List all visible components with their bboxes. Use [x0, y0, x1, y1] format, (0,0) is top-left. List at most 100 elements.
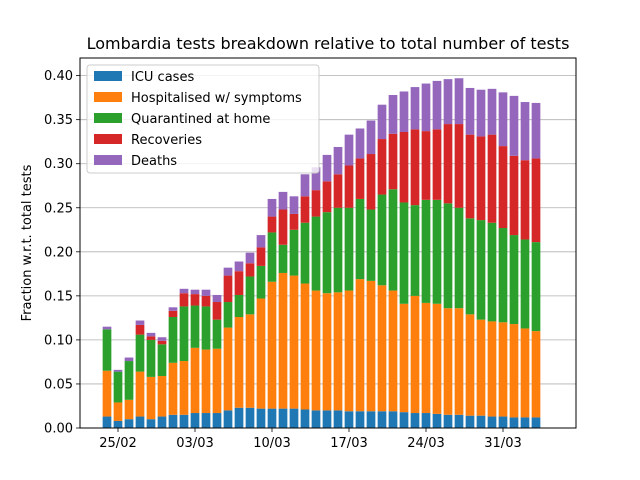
bar-11/03-series-4 — [278, 191, 288, 210]
bar-01/03-series-0 — [168, 414, 178, 428]
bar-03/04-series-0 — [531, 417, 541, 428]
bar-08/03-series-0 — [245, 407, 255, 428]
bar-07/03-series-4 — [234, 261, 244, 272]
bar-15/03-series-2 — [322, 212, 332, 294]
bar-24/03-series-2 — [421, 199, 431, 303]
bar-12/03-series-0 — [289, 408, 299, 428]
bar-30/03-series-2 — [487, 222, 497, 322]
bar-05/03-series-3 — [212, 302, 222, 320]
bar-04/03-series-0 — [201, 413, 211, 428]
bar-14/03-series-2 — [311, 216, 321, 291]
bar-25/03-series-4 — [432, 80, 442, 130]
bar-19/03-series-3 — [366, 154, 376, 210]
bar-27/02-series-4 — [135, 320, 145, 325]
y-tick-label-5: 0.25 — [44, 201, 73, 216]
bar-13/03-series-3 — [300, 196, 310, 223]
y-tick-label-8: 0.40 — [44, 69, 73, 84]
bar-10/03-series-0 — [267, 408, 277, 428]
bar-03/04-series-2 — [531, 242, 541, 332]
bar-16/03-series-4 — [333, 146, 343, 175]
bar-15/03-series-4 — [322, 154, 332, 182]
bar-15/03-series-1 — [322, 293, 332, 411]
bar-05/03-series-2 — [212, 319, 222, 349]
x-tick-label-3: 17/03 — [330, 436, 367, 451]
bar-29/03-series-0 — [476, 415, 486, 428]
bar-13/03-series-4 — [300, 174, 310, 197]
bar-12/03-series-1 — [289, 275, 299, 409]
bar-30/03-series-4 — [487, 88, 497, 135]
bar-24/02-series-4 — [102, 326, 112, 330]
bar-28/03-series-2 — [465, 218, 475, 315]
bar-02/04-series-0 — [520, 417, 530, 428]
legend-label-1: Hospitalised w/ symptoms — [131, 91, 302, 106]
bar-23/03-series-1 — [410, 295, 420, 414]
bar-23/03-series-2 — [410, 205, 420, 296]
bar-26/02-series-1 — [124, 399, 134, 420]
y-tick-label-3: 0.15 — [44, 289, 73, 304]
bar-17/03-series-1 — [344, 290, 354, 412]
bar-22/03-series-3 — [399, 132, 409, 203]
bar-03/03-series-3 — [190, 294, 200, 306]
bar-26/02-series-0 — [124, 419, 134, 428]
bar-06/03-series-1 — [223, 327, 233, 411]
legend-label-4: Deaths — [131, 154, 177, 169]
bar-01/04-series-0 — [509, 417, 519, 428]
bar-09/03-series-0 — [256, 408, 266, 428]
bar-12/03-series-2 — [289, 229, 299, 276]
bar-16/03-series-3 — [333, 174, 343, 208]
bar-29/03-series-3 — [476, 136, 486, 221]
bar-09/03-series-4 — [256, 235, 266, 248]
y-axis-title: Fraction w.r.t. total tests — [20, 164, 35, 321]
bar-27/02-series-0 — [135, 416, 145, 428]
bar-28/02-series-1 — [146, 376, 156, 420]
bar-24/03-series-1 — [421, 302, 431, 414]
bar-15/03-series-3 — [322, 181, 332, 213]
bar-03/03-series-4 — [190, 289, 200, 295]
bar-01/04-series-3 — [509, 155, 519, 236]
bar-29/03-series-4 — [476, 89, 486, 137]
bar-18/03-series-3 — [355, 158, 365, 199]
bar-21/03-series-1 — [388, 290, 398, 412]
y-tick-label-2: 0.10 — [44, 333, 73, 348]
bar-25/02-series-0 — [113, 420, 123, 428]
x-tick-label-4: 24/03 — [407, 436, 444, 451]
bar-21/03-series-0 — [388, 411, 398, 428]
bar-01/03-series-1 — [168, 362, 178, 415]
bar-02/03-series-0 — [179, 414, 189, 428]
bar-31/03-series-0 — [498, 416, 508, 428]
bar-07/03-series-2 — [234, 294, 244, 317]
bar-19/03-series-1 — [366, 280, 376, 412]
bar-07/03-series-0 — [234, 407, 244, 428]
bar-08/03-series-3 — [245, 263, 255, 277]
x-tick-label-2: 10/03 — [253, 436, 290, 451]
x-tick-label-0: 25/02 — [99, 436, 136, 451]
bar-07/03-series-3 — [234, 271, 244, 295]
y-tick-label-1: 0.05 — [44, 377, 73, 392]
bar-08/03-series-4 — [245, 252, 255, 264]
bar-26/02-series-2 — [124, 361, 134, 400]
x-tick-label-5: 31/03 — [484, 436, 521, 451]
bar-17/03-series-0 — [344, 411, 354, 428]
bars — [102, 78, 541, 428]
bar-14/03-series-3 — [311, 190, 321, 217]
bar-22/03-series-0 — [399, 412, 409, 428]
bar-26/03-series-1 — [443, 308, 453, 415]
bar-25/03-series-2 — [432, 199, 442, 304]
bar-02/03-series-3 — [179, 293, 189, 307]
bar-01/03-series-3 — [168, 310, 178, 317]
bar-31/03-series-1 — [498, 322, 508, 417]
bar-18/03-series-2 — [355, 198, 365, 280]
bar-25/03-series-3 — [432, 129, 442, 200]
bar-09/03-series-3 — [256, 247, 266, 266]
bar-26/03-series-2 — [443, 203, 453, 309]
bar-28/02-series-4 — [146, 332, 156, 337]
bar-31/03-series-3 — [498, 146, 508, 229]
bar-16/03-series-2 — [333, 207, 343, 293]
bar-19/03-series-0 — [366, 411, 376, 428]
bar-20/03-series-3 — [377, 139, 387, 195]
bar-10/03-series-1 — [267, 281, 277, 409]
bar-28/02-series-0 — [146, 419, 156, 428]
bar-21/03-series-3 — [388, 133, 398, 190]
bar-07/03-series-1 — [234, 317, 244, 408]
bar-04/03-series-4 — [201, 289, 211, 296]
